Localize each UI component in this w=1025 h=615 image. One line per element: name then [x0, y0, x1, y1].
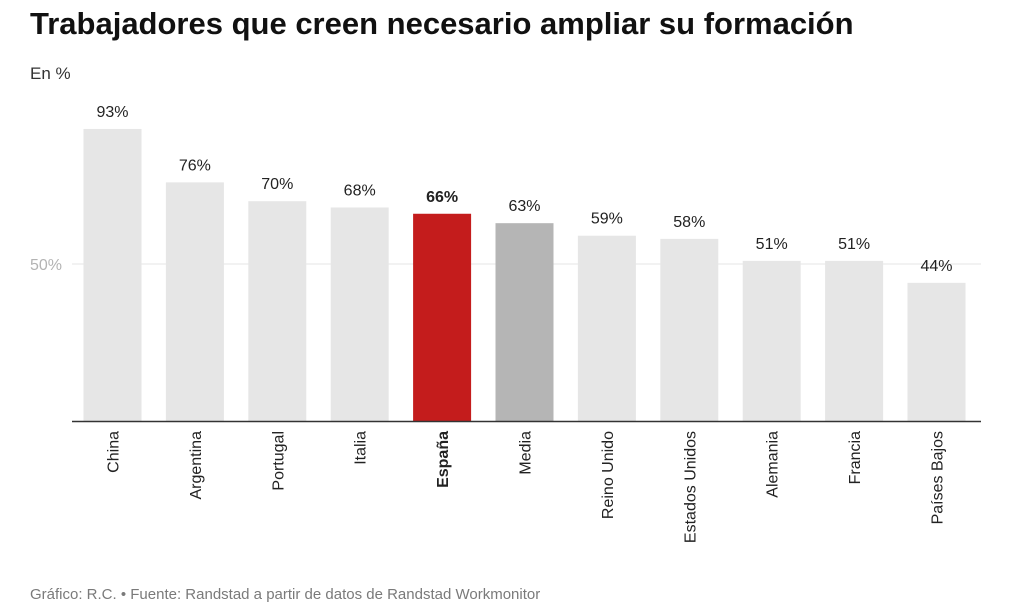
value-labels: 93% 76% 70% 68% 66% 63% 59% 58% 51% 51% 44% [96, 104, 952, 275]
bar-argentina [165, 182, 224, 421]
category-label: Media [518, 431, 535, 475]
value-label: 63% [508, 198, 540, 215]
category-label: España [435, 431, 452, 488]
value-label: 59% [591, 211, 623, 228]
bar-media [495, 223, 554, 421]
value-label: 44% [920, 258, 952, 275]
bar-italia [330, 207, 389, 421]
value-label: 51% [838, 236, 870, 253]
bar-españa [413, 213, 472, 421]
value-label: 93% [96, 104, 128, 121]
chart-title: Trabajadores que creen necesario ampliar… [30, 6, 854, 41]
category-label: Alemania [765, 431, 782, 498]
bar-alemania [742, 260, 801, 421]
bar-portugal [248, 201, 307, 421]
value-label: 66% [426, 189, 458, 206]
value-label: 51% [756, 236, 788, 253]
bar-francia [825, 260, 884, 421]
category-label: China [106, 431, 123, 473]
category-label: Francia [847, 431, 864, 484]
category-label: Reino Unido [600, 431, 617, 519]
chart-subtitle: En % [30, 64, 71, 83]
value-label: 76% [179, 157, 211, 174]
source-note: Gráfico: R.C. • Fuente: Randstad a parti… [30, 586, 541, 603]
bars [83, 128, 966, 422]
bar-estados-unidos [660, 238, 719, 421]
category-label: Italia [353, 431, 370, 465]
category-labels: China Argentina Portugal Italia España Media R… [106, 431, 947, 543]
value-label: 68% [344, 182, 376, 199]
value-label: 70% [261, 176, 293, 193]
category-label: Países Bajos [930, 431, 947, 524]
value-label: 58% [673, 214, 705, 231]
bar-países-bajos [907, 282, 966, 421]
bar-reino-unido [577, 235, 636, 421]
category-label: Portugal [270, 431, 287, 491]
y-tick-label: 50% [30, 257, 62, 274]
category-label: Estados Unidos [682, 431, 699, 543]
category-label: Argentina [188, 431, 205, 500]
bar-china [83, 128, 142, 422]
